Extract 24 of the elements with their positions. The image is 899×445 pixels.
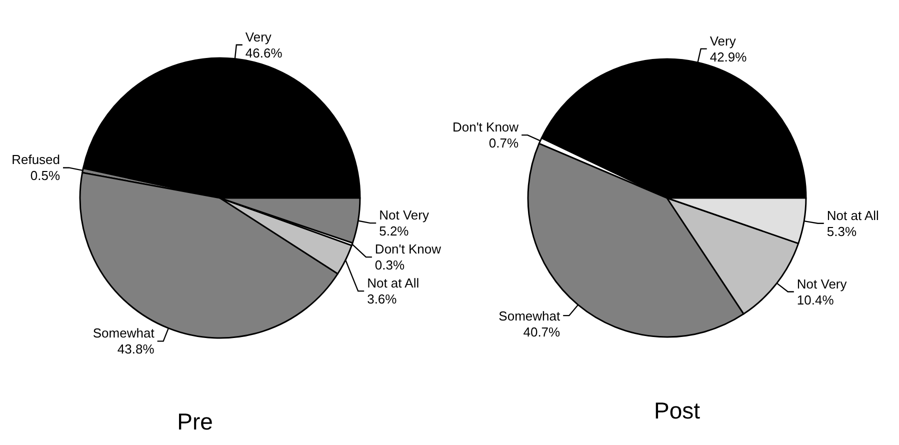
slice-label: Don't Know <box>452 120 520 135</box>
data-label: 0.5% <box>30 168 60 184</box>
data-label: 5.2% <box>379 224 410 239</box>
slice-label: Refused <box>12 152 60 168</box>
data-label: 5.3% <box>826 224 857 239</box>
slice-label: Very <box>245 29 272 44</box>
slice-label: Not at All <box>826 208 880 223</box>
text: Pre <box>177 408 213 434</box>
data-label: 0.7% <box>488 136 519 151</box>
slice-label: Somewhat <box>498 308 560 324</box>
data-label: 3.6% <box>367 292 398 307</box>
slice-label: Very <box>710 33 736 48</box>
data-label: 40.7% <box>523 324 561 340</box>
data-label: 43.8% <box>117 342 155 357</box>
slice-label: Don't Know <box>374 242 442 257</box>
slice-label: Not Very <box>796 276 848 292</box>
data-label: 0.3% <box>374 258 406 273</box>
slice-label: Not Very <box>379 208 430 223</box>
data-label: 10.4% <box>796 292 834 308</box>
text: Post <box>654 398 701 424</box>
data-label: 42.9% <box>710 49 748 64</box>
data-label: 46.6% <box>245 45 283 60</box>
slice-label: Not at All <box>367 276 420 291</box>
slice-label: Somewhat <box>92 326 155 341</box>
